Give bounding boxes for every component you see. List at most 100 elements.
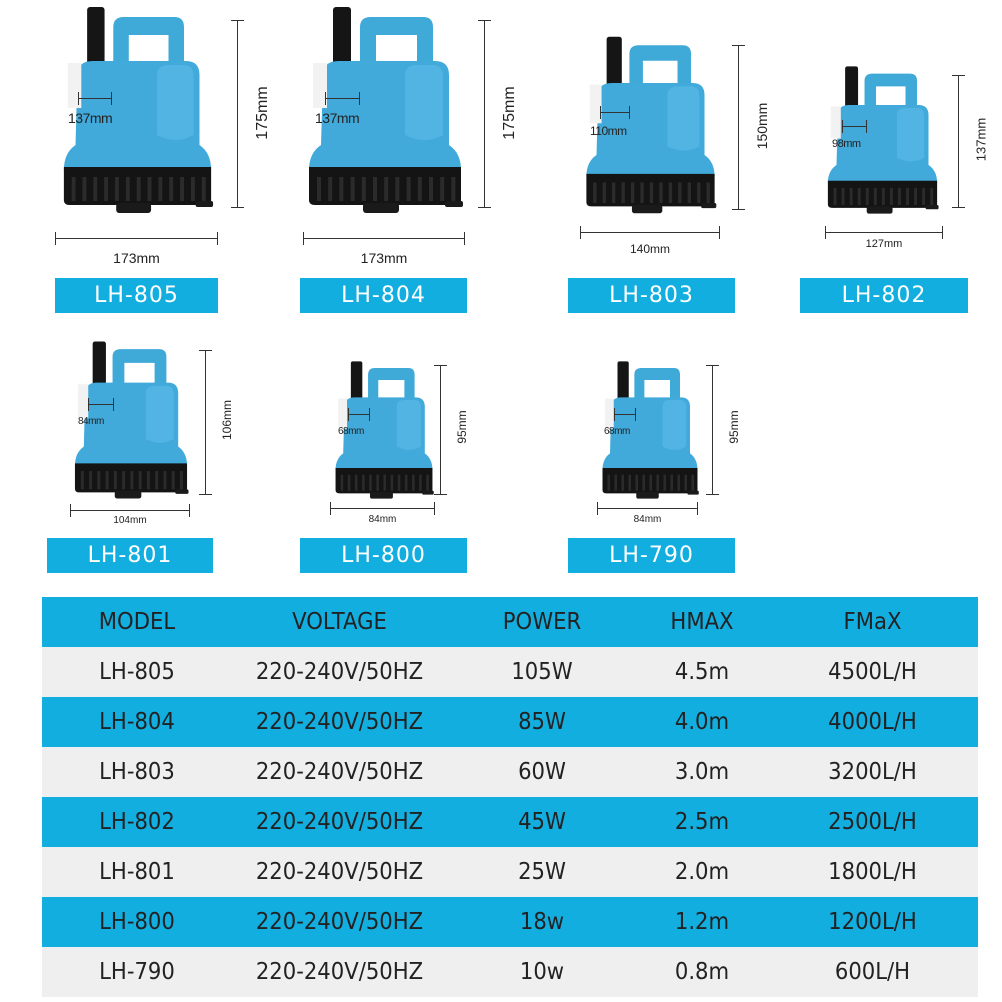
inner-dimension-label: 98mm [832, 138, 861, 150]
height-dimension-line [732, 45, 745, 210]
table-cell: 1200L/H [828, 909, 917, 935]
width-dimension-line [55, 232, 218, 245]
inner-dimension-label: 68mm [338, 426, 364, 437]
header-voltage: VOLTAGE [292, 609, 387, 635]
table-cell: LH-805 [99, 659, 175, 685]
width-dimension-line [825, 226, 943, 239]
model-label: LH-790 [568, 538, 735, 573]
height-dimension-line [952, 75, 965, 208]
table-row: LH-790 220-240V/50HZ 10w 0.8m 600L/H [42, 947, 978, 997]
height-dimension-label: 175mm [501, 86, 518, 140]
table-header: MODEL VOLTAGE POWER HMAX FMaX [42, 597, 978, 647]
table-cell: LH-801 [99, 859, 175, 885]
height-dimension-line [231, 20, 244, 208]
pump-image [825, 65, 940, 215]
pump-image [305, 5, 465, 215]
width-dimension-line [70, 504, 190, 517]
height-dimension-line [434, 365, 447, 495]
inner-dimension-line [325, 92, 360, 105]
table-cell: 45W [518, 809, 566, 835]
inner-dimension-label: 137mm [315, 110, 360, 126]
table-cell: 25W [518, 859, 566, 885]
width-dimension-line [580, 226, 720, 239]
width-dimension-label: 84mm [633, 514, 662, 525]
inner-dimension-line [614, 408, 636, 421]
table-cell: 2.5m [674, 809, 730, 835]
height-dimension-label: 106mm [220, 399, 234, 440]
table-cell: 220-240V/50HZ [255, 659, 424, 685]
table-cell: 1800L/H [828, 859, 917, 885]
width-dimension-label: 173mm [360, 250, 408, 266]
height-dimension-line [199, 350, 212, 495]
table-cell: 10w [519, 959, 565, 985]
table-cell: 0.8m [674, 959, 730, 985]
table-cell: 18w [519, 909, 565, 935]
width-dimension-line [330, 502, 435, 515]
table-cell: LH-804 [99, 709, 175, 735]
model-label: LH-800 [300, 538, 467, 573]
table-cell: 4.0m [674, 709, 730, 735]
width-dimension-label: 140mm [629, 242, 670, 256]
width-dimension-label: 127mm [865, 238, 903, 250]
width-dimension-label: 104mm [113, 515, 147, 526]
width-dimension-line [597, 502, 698, 515]
table-cell: 220-240V/50HZ [255, 759, 424, 785]
table-cell: 220-240V/50HZ [255, 959, 424, 985]
table-cell: 220-240V/50HZ [255, 859, 424, 885]
pump-image [60, 5, 215, 215]
height-dimension-label: 95mm [455, 410, 469, 444]
table-row: LH-804 220-240V/50HZ 85W 4.0m 4000L/H [42, 697, 978, 747]
pump-image [583, 35, 718, 215]
height-dimension-line [478, 20, 491, 208]
table-cell: 220-240V/50HZ [255, 909, 424, 935]
table-row: LH-805 220-240V/50HZ 105W 4.5m 4500L/H [42, 647, 978, 697]
table-cell: 2500L/H [828, 809, 917, 835]
height-dimension-label: 175mm [254, 86, 271, 140]
table-cell: 2.0m [674, 859, 730, 885]
table-row: LH-803 220-240V/50HZ 60W 3.0m 3200L/H [42, 747, 978, 797]
table-row: LH-800 220-240V/50HZ 18w 1.2m 1200L/H [42, 897, 978, 947]
pump-image [72, 340, 190, 500]
inner-dimension-line [348, 408, 370, 421]
table-cell: 220-240V/50HZ [255, 809, 424, 835]
table-cell: 85W [518, 709, 566, 735]
table-cell: 4000L/H [828, 709, 917, 735]
height-dimension-label: 137mm [973, 117, 989, 161]
width-dimension-line [303, 232, 465, 245]
table-row: LH-801 220-240V/50HZ 25W 2.0m 1800L/H [42, 847, 978, 897]
height-dimension-label: 95mm [727, 410, 741, 444]
header-fmax: FMaX [843, 609, 902, 635]
table-cell: LH-790 [99, 959, 175, 985]
spec-table: MODEL VOLTAGE POWER HMAX FMaX LH-805 220-… [42, 597, 978, 997]
table-cell: 220-240V/50HZ [255, 709, 424, 735]
pump-image [600, 360, 700, 500]
model-label: LH-802 [800, 278, 968, 313]
model-label: LH-801 [47, 538, 213, 573]
inner-dimension-label: 110mm [590, 124, 627, 138]
table-cell: 3.0m [674, 759, 730, 785]
table-row: LH-802 220-240V/50HZ 45W 2.5m 2500L/H [42, 797, 978, 847]
inner-dimension-label: 137mm [68, 110, 113, 126]
table-cell: LH-803 [99, 759, 175, 785]
inner-dimension-line [78, 92, 112, 105]
height-dimension-line [706, 365, 719, 495]
table-cell: LH-802 [99, 809, 175, 835]
table-cell: LH-800 [99, 909, 175, 935]
model-label: LH-805 [55, 278, 218, 313]
table-cell: 60W [518, 759, 566, 785]
inner-dimension-label: 68mm [604, 426, 630, 437]
table-cell: 600L/H [834, 959, 911, 985]
table-cell: 4500L/H [828, 659, 917, 685]
inner-dimension-line [88, 398, 114, 411]
header-hmax: HMAX [670, 609, 734, 635]
inner-dimension-label: 84mm [78, 416, 104, 427]
table-cell: 1.2m [674, 909, 730, 935]
header-power: POWER [502, 609, 582, 635]
inner-dimension-line [600, 106, 630, 119]
width-dimension-label: 84mm [368, 514, 397, 525]
table-cell: 3200L/H [828, 759, 917, 785]
header-model: MODEL [98, 609, 176, 635]
height-dimension-label: 150mm [754, 102, 770, 149]
inner-dimension-line [842, 120, 867, 133]
table-cell: 105W [511, 659, 573, 685]
